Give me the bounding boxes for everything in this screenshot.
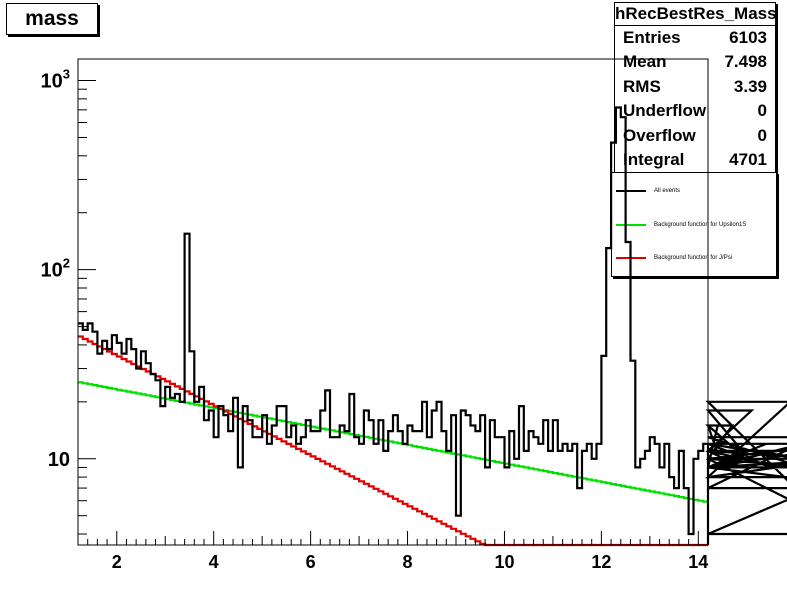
stat-value: 0 (757, 101, 767, 121)
x-tick-label: 14 (688, 552, 708, 572)
stat-value: 6103 (729, 28, 767, 47)
y-axis: 10 102 103 (41, 67, 96, 535)
histogram (78, 106, 787, 545)
stat-value: 3.39 (733, 76, 767, 96)
legend: All events Background function for Upsil… (611, 172, 777, 277)
fit-functions (78, 335, 708, 547)
x-tick-label: 8 (403, 552, 413, 572)
stat-value: 7.498 (724, 52, 767, 72)
stat-label: Mean (623, 52, 667, 72)
stat-row-rms: RMS 3.39 (615, 75, 775, 99)
x-tick-label: 10 (494, 552, 514, 572)
stats-title: hRecBestRes_Mass (615, 3, 777, 26)
stat-row-underflow: Underflow 0 (615, 99, 775, 123)
x-tick-label: 2 (112, 552, 122, 572)
legend-label: Background function for Upsilon1S (654, 222, 747, 228)
histogram-all-events (78, 106, 787, 545)
legend-swatch (616, 190, 646, 192)
x-tick-label: 12 (591, 552, 611, 572)
y-tick-label: 103 (41, 67, 70, 93)
stat-label: Integral (623, 149, 685, 169)
stat-label: RMS (623, 76, 661, 96)
fit-curve-upsilon1s (78, 381, 708, 503)
stat-label: Entries (623, 28, 681, 47)
y-tick-label: 10 (48, 449, 70, 471)
stat-row-overflow: Overflow 0 (615, 124, 775, 148)
stat-value: 0 (757, 125, 767, 145)
x-tick-label: 4 (209, 552, 219, 572)
y-tick-label: 102 (41, 256, 70, 282)
stat-label: Underflow (623, 101, 707, 121)
chart-title: mass (6, 3, 98, 35)
legend-label: All events (654, 188, 681, 194)
stat-row-entries: Entries 6103 (615, 26, 775, 50)
stat-row-mean: Mean 7.498 (615, 50, 775, 74)
plot-frame (77, 58, 709, 546)
legend-label: Background function for J/Psi (654, 255, 733, 261)
x-tick-label: 6 (306, 552, 316, 572)
x-axis: 2 4 6 8 10 12 14 (77, 531, 709, 572)
stat-label: Overflow (623, 125, 696, 145)
stats-box: hRecBestRes_Mass Entries 6103 Mean 7.498… (614, 2, 777, 173)
stat-value: 4701 (729, 149, 767, 169)
stat-row-integral: Integral 4701 (615, 148, 775, 172)
legend-swatch (616, 224, 646, 226)
